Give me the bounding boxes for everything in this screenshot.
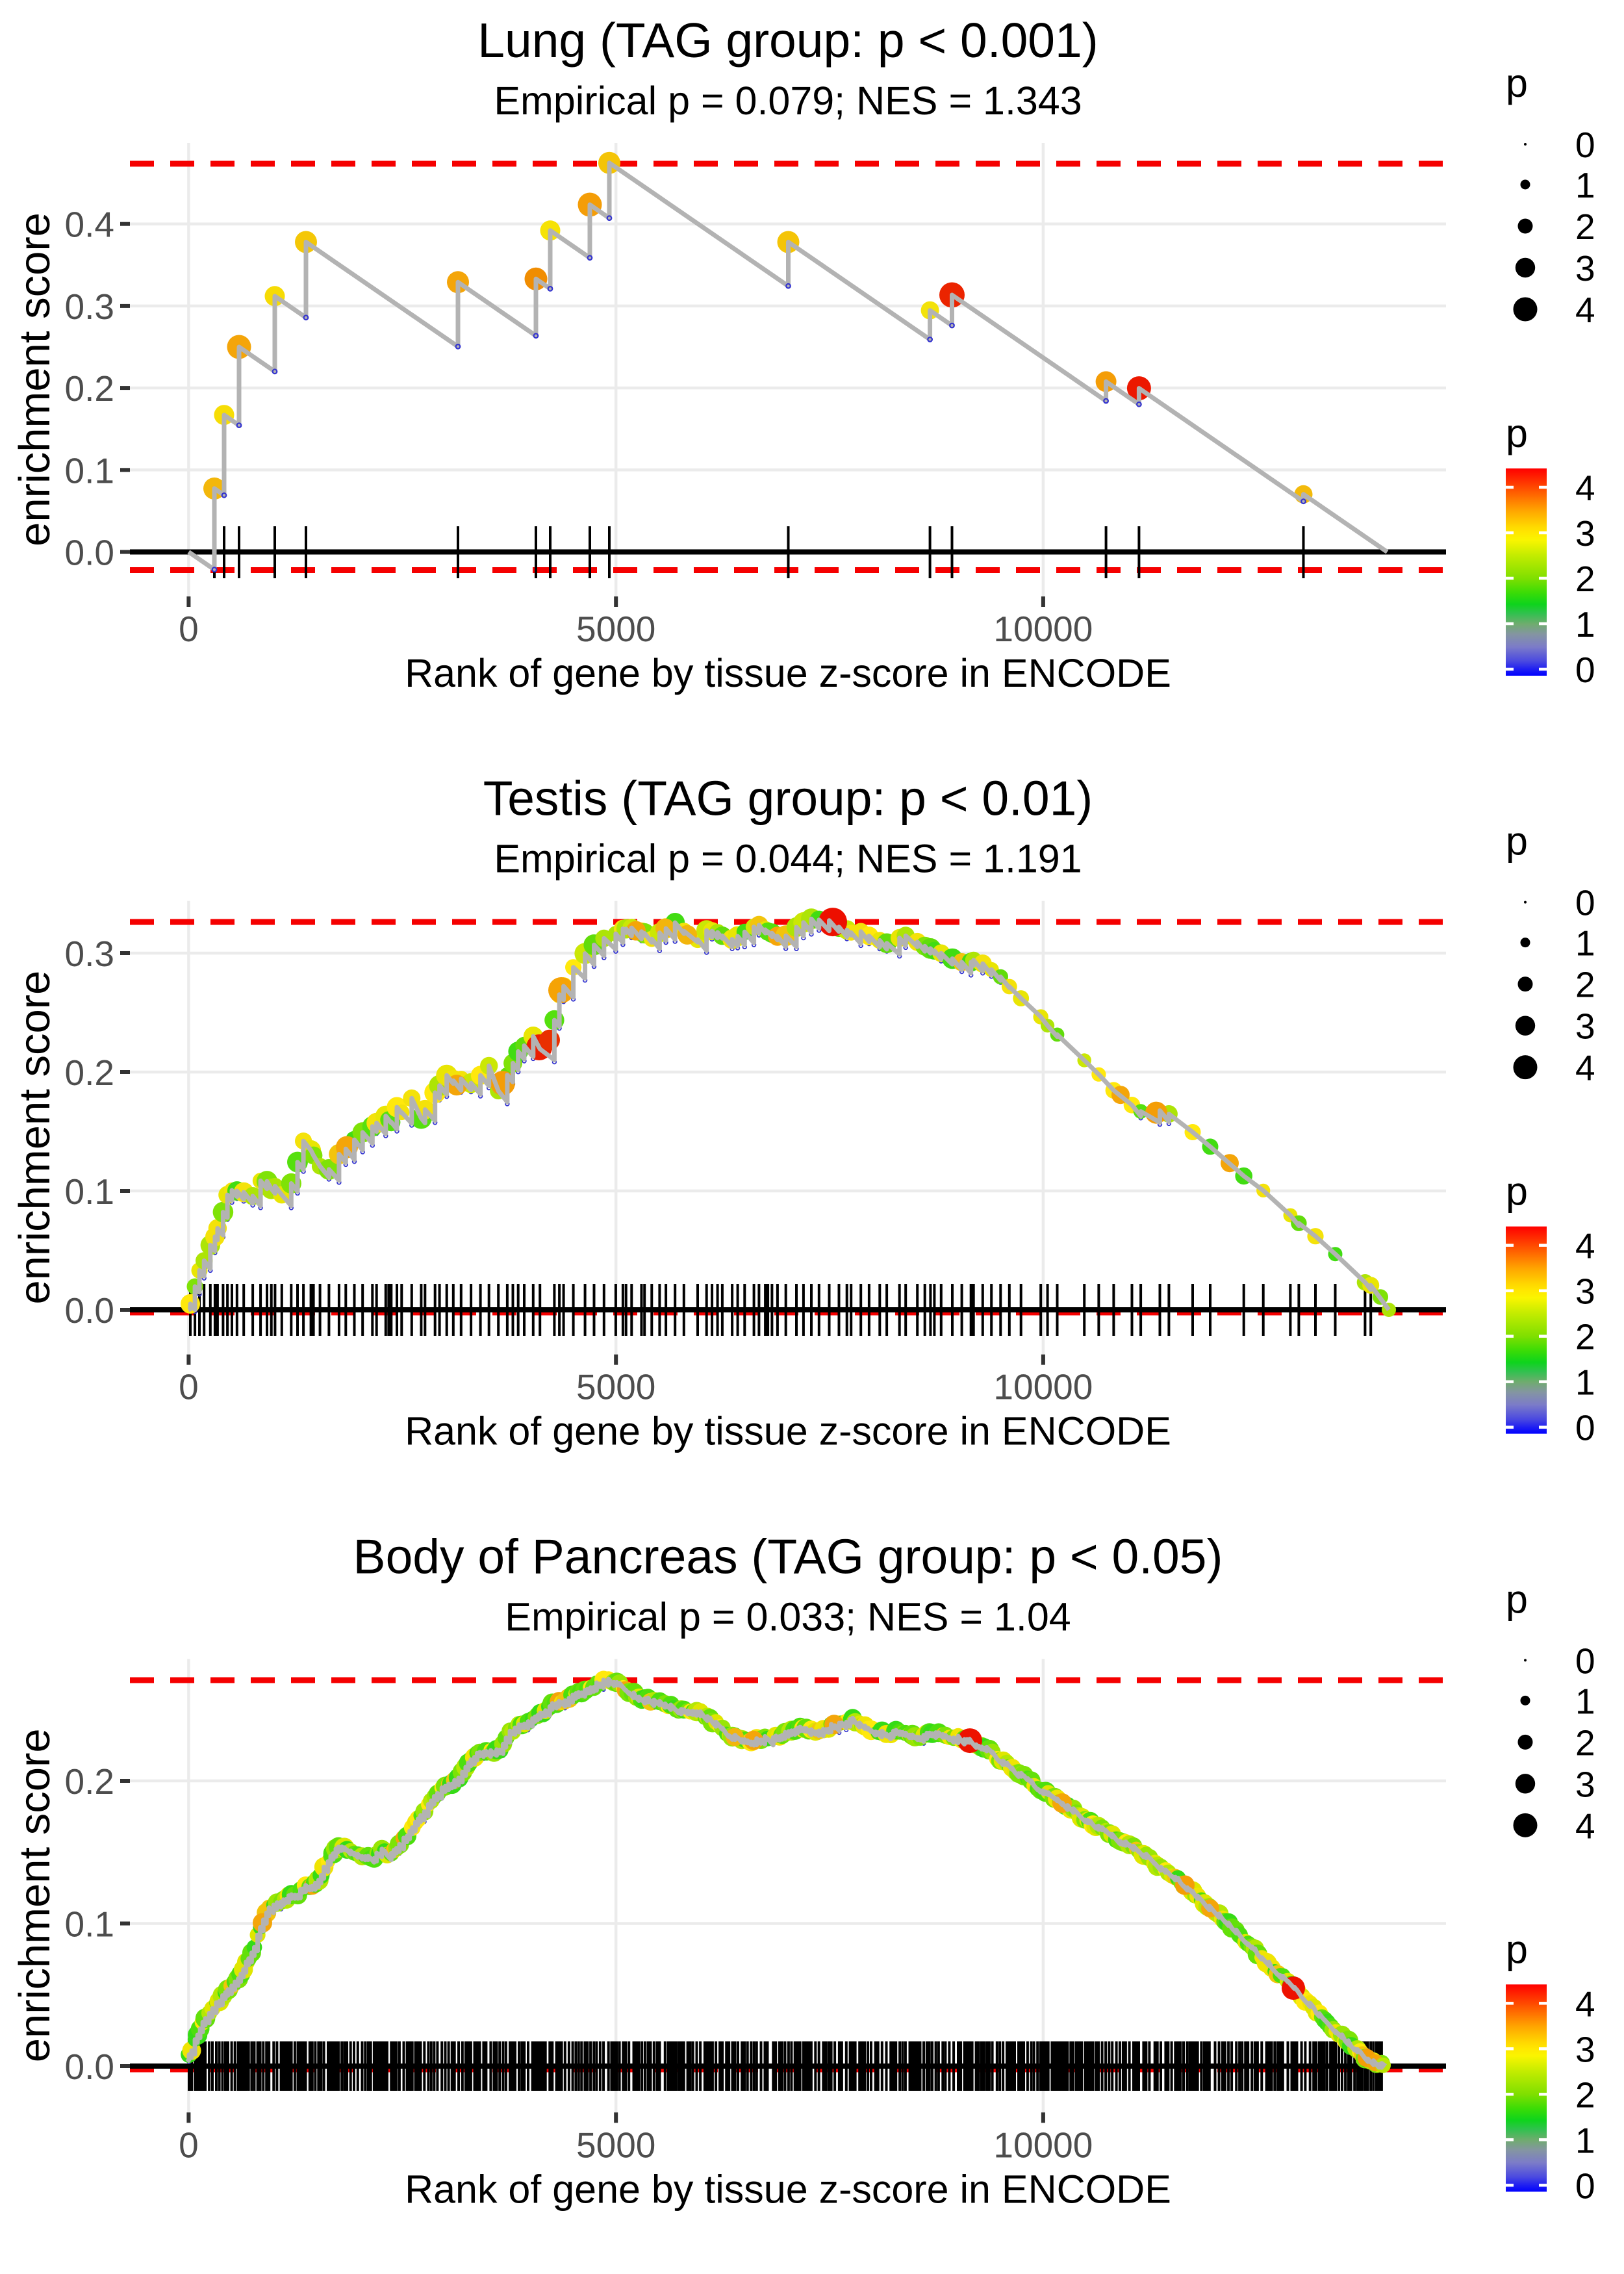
svg-text:enrichment score: enrichment score (10, 212, 59, 546)
svg-text:5000: 5000 (576, 1367, 655, 1407)
svg-text:0: 0 (179, 2125, 199, 2165)
svg-text:0: 0 (1575, 125, 1595, 165)
svg-text:0: 0 (179, 1367, 199, 1407)
svg-text:1: 1 (1575, 2120, 1595, 2160)
svg-text:2: 2 (1575, 965, 1595, 1005)
svg-text:0.3: 0.3 (65, 934, 114, 974)
svg-text:4: 4 (1575, 1048, 1595, 1088)
svg-text:2: 2 (1575, 2075, 1595, 2115)
svg-text:0.2: 0.2 (65, 368, 114, 409)
svg-text:5000: 5000 (576, 2125, 655, 2165)
svg-text:3: 3 (1575, 1764, 1595, 1804)
svg-text:Empirical p = 0.033; NES = 1.0: Empirical p = 0.033; NES = 1.04 (505, 1594, 1071, 1639)
svg-text:1: 1 (1575, 1681, 1595, 1721)
svg-text:Rank of gene by tissue z-score: Rank of gene by tissue z-score in ENCODE (405, 1409, 1171, 1453)
svg-text:Lung (TAG group: p < 0.001): Lung (TAG group: p < 0.001) (477, 13, 1098, 68)
svg-text:0.1: 0.1 (65, 450, 114, 491)
svg-text:Rank of gene by tissue z-score: Rank of gene by tissue z-score in ENCODE (405, 2167, 1171, 2211)
svg-text:4: 4 (1575, 1806, 1595, 1846)
svg-text:3: 3 (1575, 248, 1595, 288)
svg-text:Testis (TAG group: p < 0.01): Testis (TAG group: p < 0.01) (483, 771, 1093, 826)
svg-text:p: p (1506, 1169, 1528, 1214)
svg-text:0: 0 (1575, 650, 1595, 690)
svg-text:10000: 10000 (993, 609, 1093, 649)
svg-text:0.0: 0.0 (65, 2047, 114, 2087)
svg-text:0: 0 (179, 609, 199, 649)
svg-text:0.0: 0.0 (65, 533, 114, 573)
svg-text:2: 2 (1575, 559, 1595, 599)
svg-text:5000: 5000 (576, 609, 655, 649)
svg-text:0.4: 0.4 (65, 205, 114, 245)
svg-text:Body of Pancreas (TAG group: p: Body of Pancreas (TAG group: p < 0.05) (353, 1529, 1223, 1583)
svg-text:p: p (1506, 819, 1528, 863)
svg-text:3: 3 (1575, 1006, 1595, 1047)
svg-text:2: 2 (1575, 207, 1595, 247)
svg-text:1: 1 (1575, 165, 1595, 205)
svg-text:3: 3 (1575, 513, 1595, 554)
svg-text:3: 3 (1575, 2029, 1595, 2069)
svg-text:0: 0 (1575, 883, 1595, 923)
svg-text:3: 3 (1575, 1271, 1595, 1312)
svg-text:4: 4 (1575, 468, 1595, 508)
svg-text:Rank of gene by tissue z-score: Rank of gene by tissue z-score in ENCODE (405, 651, 1171, 695)
svg-text:p: p (1506, 411, 1528, 455)
svg-text:Empirical p = 0.044; NES = 1.1: Empirical p = 0.044; NES = 1.191 (494, 837, 1082, 881)
svg-text:enrichment score: enrichment score (10, 1728, 59, 2062)
svg-text:0: 0 (1575, 2165, 1595, 2206)
svg-text:0.0: 0.0 (65, 1290, 114, 1331)
svg-text:Empirical p = 0.079; NES = 1.3: Empirical p = 0.079; NES = 1.343 (494, 79, 1082, 123)
svg-text:0: 0 (1575, 1408, 1595, 1448)
svg-text:2: 2 (1575, 1722, 1595, 1763)
svg-text:4: 4 (1575, 1984, 1595, 2024)
svg-text:0.1: 0.1 (65, 1171, 114, 1212)
svg-text:p: p (1506, 1577, 1528, 1621)
svg-text:2: 2 (1575, 1317, 1595, 1357)
svg-text:p: p (1506, 1927, 1528, 1971)
svg-text:10000: 10000 (993, 2125, 1093, 2165)
svg-text:0.3: 0.3 (65, 287, 114, 327)
svg-text:enrichment score: enrichment score (10, 971, 59, 1305)
svg-text:4: 4 (1575, 1226, 1595, 1266)
svg-text:1: 1 (1575, 604, 1595, 645)
svg-text:10000: 10000 (993, 1367, 1093, 1407)
svg-text:4: 4 (1575, 290, 1595, 330)
svg-text:1: 1 (1575, 923, 1595, 964)
svg-text:1: 1 (1575, 1362, 1595, 1403)
svg-text:p: p (1506, 61, 1528, 105)
svg-text:0.2: 0.2 (65, 1053, 114, 1093)
svg-text:0.2: 0.2 (65, 1761, 114, 1802)
svg-text:0.1: 0.1 (65, 1904, 114, 1945)
svg-text:0: 0 (1575, 1641, 1595, 1681)
